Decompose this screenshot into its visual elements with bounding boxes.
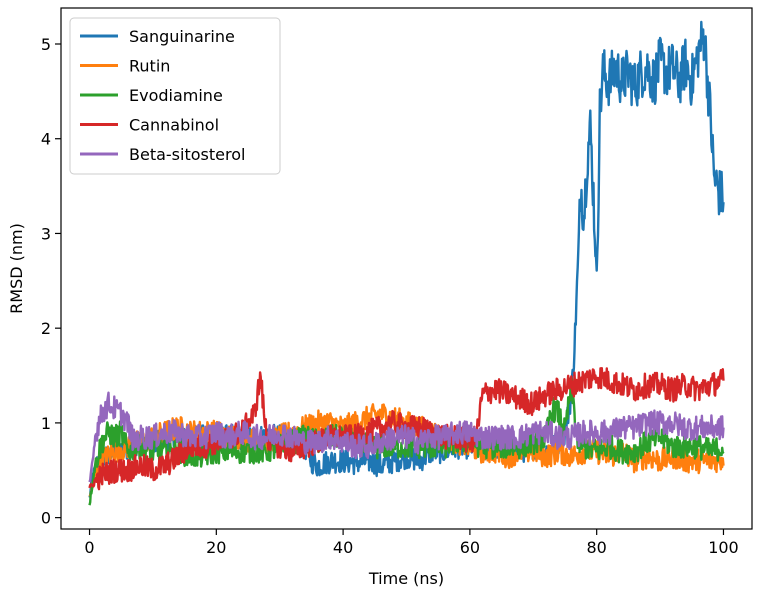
y-axis-label: RMSD (nm) [7,223,26,314]
x-tick-label: 100 [708,538,739,557]
y-tick-label: 3 [41,224,51,243]
y-tick-label: 2 [41,319,51,338]
legend-label-evodiamine: Evodiamine [129,86,223,105]
x-axis-label: Time (ns) [368,569,444,588]
x-tick-label: 0 [84,538,94,557]
legend-label-beta-sitosterol: Beta-sitosterol [129,145,245,164]
plot-frame [60,7,753,530]
x-tick-label: 20 [206,538,226,557]
y-tick-label: 5 [41,35,51,54]
x-tick-label: 40 [333,538,353,557]
y-tick-label: 4 [41,130,51,149]
x-tick-label: 60 [460,538,480,557]
legend: Sanguinarine Rutin Evodiamine Cannabinol Bet… [69,17,281,175]
plot-layer [88,20,725,506]
y-tick-label: 0 [41,509,51,528]
x-tick-label: 80 [587,538,607,557]
legend-label-sanguinarine: Sanguinarine [129,27,235,46]
ticks-layer: 0 20 40 60 80 100 0 1 2 3 4 5 [41,35,739,557]
y-tick-label: 1 [41,414,51,433]
legend-label-rutin: Rutin [129,57,170,76]
legend-label-cannabinol: Cannabinol [129,116,219,135]
series-line-beta-sitosterol [88,391,725,483]
legend-box [69,17,281,175]
